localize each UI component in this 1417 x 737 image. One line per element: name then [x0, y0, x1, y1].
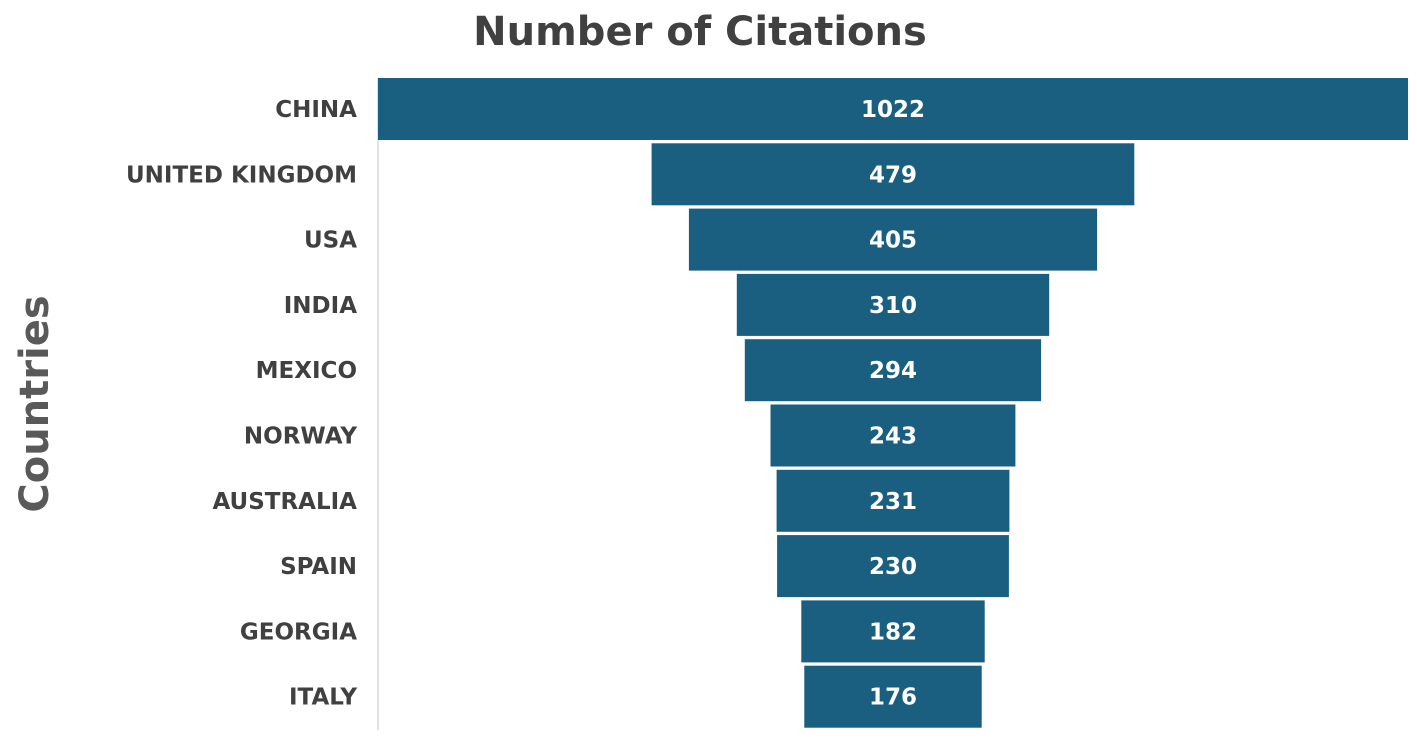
y-axis-title: Countries [12, 295, 58, 512]
value-label: 231 [869, 489, 917, 515]
value-label: 243 [869, 424, 917, 450]
bar-india [736, 273, 1050, 336]
value-label: 310 [869, 293, 917, 319]
bar-usa [688, 208, 1098, 271]
bar-china [378, 78, 1408, 140]
value-label: 182 [869, 619, 917, 645]
value-label: 1022 [861, 97, 925, 123]
category-label: NORWAY [244, 424, 357, 450]
value-label: 230 [869, 554, 917, 580]
bar-mexico [744, 339, 1042, 402]
category-label: INDIA [284, 293, 357, 319]
value-label: 176 [869, 685, 917, 711]
category-label: MEXICO [256, 358, 357, 384]
category-label: AUSTRALIA [212, 489, 357, 515]
value-label: 294 [869, 358, 917, 384]
category-label: ITALY [289, 685, 357, 711]
value-label: 405 [869, 228, 917, 254]
category-label: UNITED KINGDOM [126, 162, 357, 188]
bar-united-kingdom [651, 143, 1135, 206]
bar-italy [804, 665, 982, 728]
value-label: 479 [869, 162, 917, 188]
category-label: CHINA [275, 97, 357, 123]
bars-group [378, 78, 1408, 728]
value-labels: 1022 479 405 310 294 243 231 230 182 176 [861, 97, 925, 711]
chart-title: Number of Citations [473, 9, 927, 55]
category-label: USA [304, 228, 357, 254]
bar-georgia [801, 600, 985, 663]
category-label: SPAIN [280, 554, 357, 580]
category-labels: CHINA UNITED KINGDOM USA INDIA MEXICO NORWAY A… [126, 97, 357, 711]
bar-australia [776, 469, 1010, 532]
category-label: GEORGIA [240, 619, 357, 645]
bar-spain [777, 535, 1009, 598]
bar-norway [770, 404, 1016, 467]
